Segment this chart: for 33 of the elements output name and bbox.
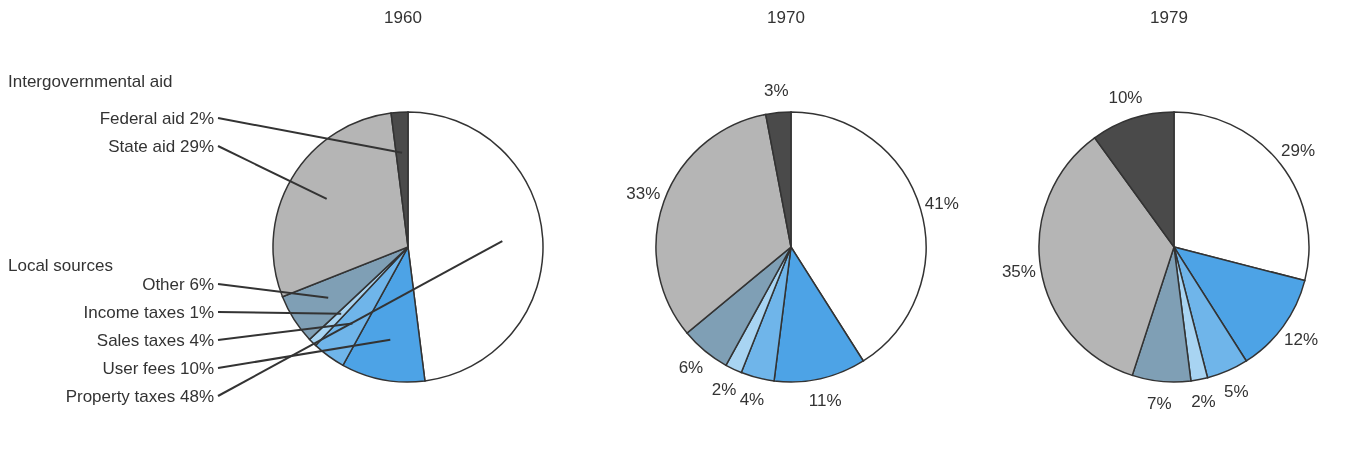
data-label: 2% [1191, 391, 1216, 411]
slice-label: User fees [102, 358, 176, 378]
text: Local sources [8, 256, 113, 276]
chart-title: 1979 [1149, 8, 1189, 29]
data-label: 6% [678, 358, 704, 378]
slice-label: Property taxes [65, 386, 176, 406]
data-label: 3% [763, 81, 789, 101]
data-label: 2% [189, 108, 214, 128]
data-label: 7% [1146, 393, 1172, 413]
slice-label: Income taxes [83, 302, 185, 322]
slice-label: Sales taxes [96, 330, 185, 350]
slice-label: State aid [108, 136, 176, 156]
data-label: 6% [189, 274, 214, 294]
data-label: 2% [711, 379, 737, 399]
data-label: 1% [189, 302, 214, 322]
data-label: 10% [179, 358, 214, 378]
chart-title: 1970 [766, 8, 806, 29]
data-label: 29% [1281, 141, 1316, 161]
data-label: 11% [808, 390, 842, 410]
text: Intergovernmental aid [8, 72, 173, 92]
data-label: 5% [1224, 381, 1249, 401]
data-label: 12% [1284, 329, 1319, 349]
data-label: 4% [189, 330, 214, 350]
data-label: 35% [1001, 262, 1036, 282]
data-label: 10% [1108, 88, 1143, 108]
chart-title: 1960 [383, 8, 423, 29]
data-label: 48% [179, 386, 214, 406]
data-label: 41% [924, 193, 959, 213]
data-label: 33% [626, 184, 661, 204]
data-label: 4% [739, 389, 765, 409]
slice-label: Other [142, 274, 185, 294]
slice-label: Federal aid [99, 108, 185, 128]
data-label: 29% [179, 136, 214, 156]
